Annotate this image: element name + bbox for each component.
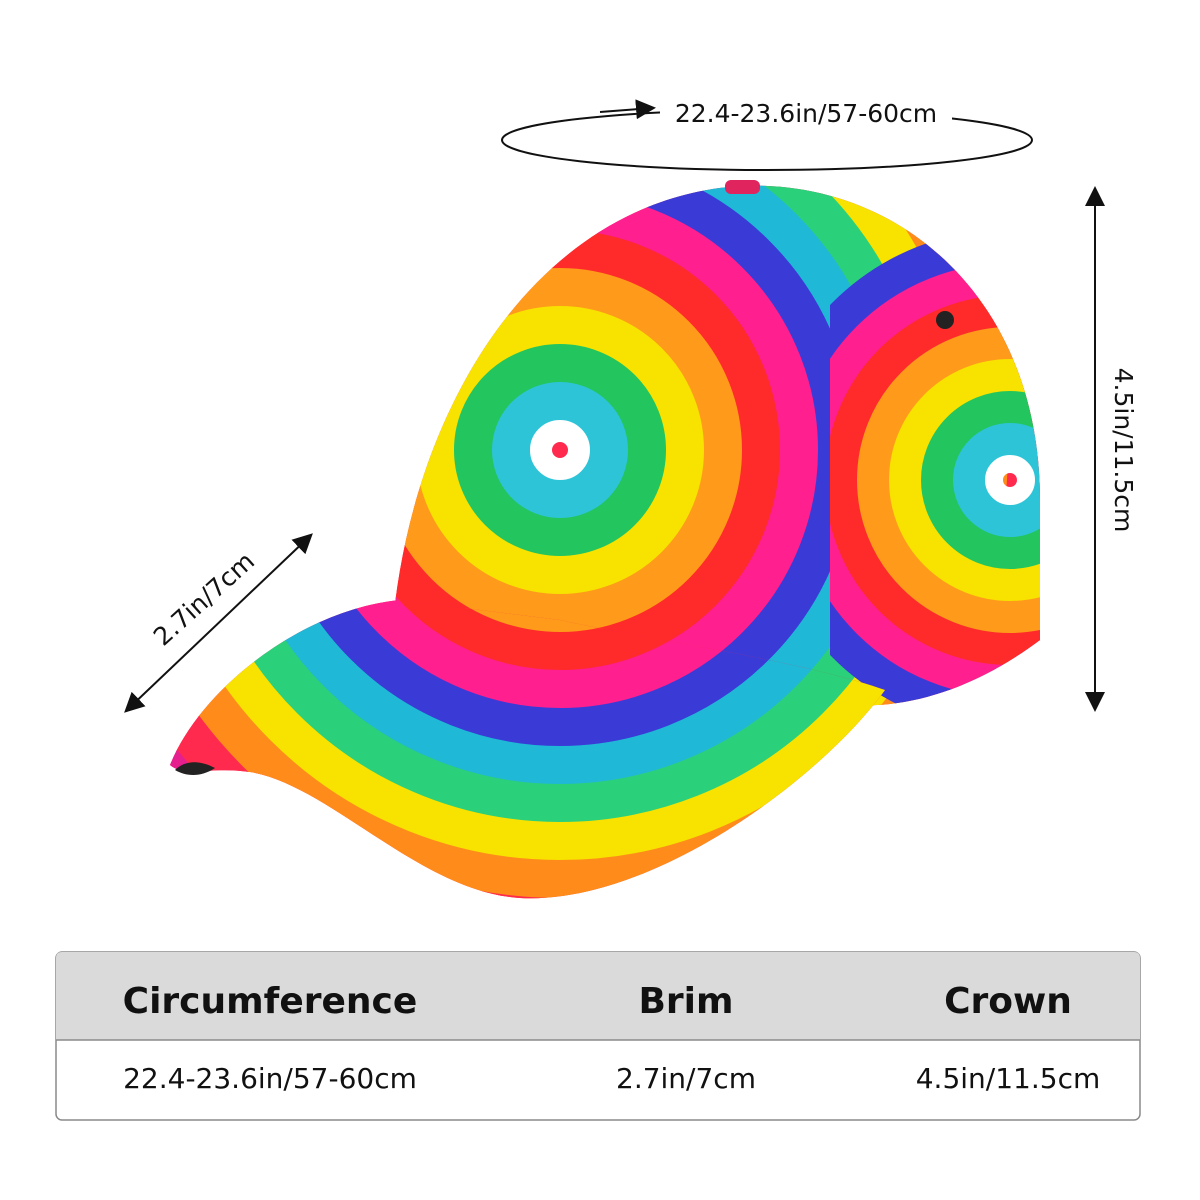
dye-ring: [887, 357, 1040, 603]
dye-ring: [528, 418, 592, 482]
dye-ring: [170, 600, 885, 862]
table-header: Brim: [638, 981, 733, 1022]
dye-ring: [300, 600, 820, 710]
cap-button: [725, 180, 760, 194]
label-bg: [660, 96, 952, 132]
table-cell: 4.5in/11.5cm: [916, 1062, 1101, 1095]
eyelet: [936, 311, 954, 329]
circumference-arrow: [599, 99, 656, 120]
dye-ring: [224, 600, 885, 786]
dye-ring: [338, 600, 782, 672]
size-table: Circumference Brim Crown 22.4-23.6in/57-…: [55, 951, 1141, 1121]
circumference-label: 22.4-23.6in/57-60cm: [675, 99, 937, 128]
dye-ring: [186, 600, 885, 824]
crown-label: 4.5in/11.5cm: [1109, 368, 1138, 533]
table-header: Crown: [944, 981, 1072, 1022]
dye-ring: [919, 389, 1040, 571]
table-cell: 22.4-23.6in/57-60cm: [123, 1062, 417, 1095]
dye-ring: [452, 342, 668, 558]
table-header: Circumference: [123, 981, 418, 1022]
dye-ring: [490, 380, 630, 520]
dye-ring: [983, 453, 1037, 507]
dye-ring: [414, 304, 706, 596]
dye-ring: [951, 421, 1040, 539]
table-header-bg: [56, 952, 1140, 1040]
brim-underside: [175, 762, 215, 775]
table-cell: 2.7in/7cm: [616, 1062, 756, 1095]
dye-ring: [170, 600, 885, 899]
dye-ring: [262, 600, 858, 748]
brim-arrow: [124, 533, 313, 713]
